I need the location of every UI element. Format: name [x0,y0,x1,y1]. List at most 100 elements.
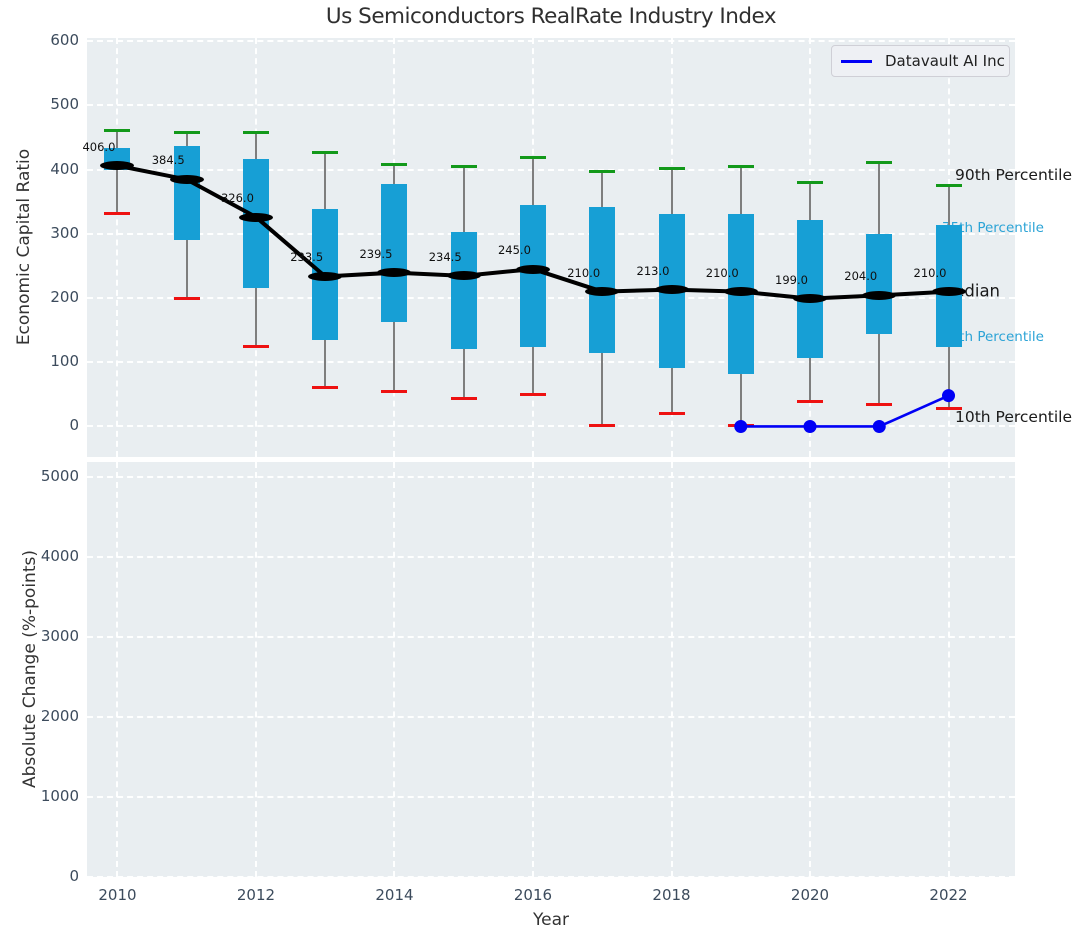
cap-10th-2017 [589,424,616,428]
cap-10th-2011 [173,296,200,300]
cap-90th-2016 [519,155,546,159]
label-10th-percentile: 10th Percentile [955,408,1073,426]
cap-10th-2021 [866,402,893,406]
box-2012 [242,158,269,288]
median-marker-2018 [654,285,689,295]
cap-10th-2015 [450,397,477,401]
x-tick-label: 2020 [790,886,830,904]
legend: Datavault AI Inc [831,45,1010,77]
box-2020 [797,219,823,358]
median-marker-2016 [515,264,550,274]
gridline [87,475,1015,478]
median-marker-2022 [931,287,966,297]
gridline [87,555,1015,558]
y-tick-label: 500 [50,95,79,114]
y-tick-label: 4000 [40,546,79,565]
gridline [87,876,1015,878]
cap-10th-2022 [935,407,962,411]
y-tick-label: 1000 [40,786,79,805]
cap-90th-2018 [658,167,685,171]
y-tick-label: 100 [50,352,79,371]
whisker-2010 [116,129,119,213]
cap-90th-2013 [312,150,339,154]
y-tick-label: 3000 [40,626,79,645]
median-marker-2019 [723,287,758,297]
cap-90th-2017 [589,170,616,174]
chart-title: Us Semiconductors RealRate Industry Inde… [325,4,777,29]
cap-90th-2019 [727,165,754,169]
box-2016 [519,204,546,348]
gridline [254,462,257,877]
cap-10th-2018 [658,411,685,415]
x-tick-label: 2014 [375,886,414,904]
gridline [670,462,673,877]
cap-90th-2012 [242,131,269,135]
median-value-2012: 326.0 [220,191,254,206]
x-axis-label: Year [533,910,569,930]
gridline [87,104,1015,107]
legend-line-sample [841,59,872,63]
gridline [87,425,1015,428]
x-tick-label: 2016 [513,886,553,904]
x-tick-label: 2010 [98,886,137,904]
median-value-2021: 204.0 [844,269,878,284]
label-75th-percentile: 75th Percentile [942,220,1044,236]
x-tick-label: 2022 [929,886,968,904]
cap-90th-2010 [104,128,131,132]
median-value-2013: 233.5 [290,250,324,265]
gridline [116,462,119,877]
median-marker-2021 [862,290,897,300]
label-90th-percentile: 90th Percentile [955,166,1073,184]
median-marker-2013 [308,271,343,281]
y-tick-label: 200 [50,287,79,306]
box-2017 [589,206,616,354]
bottom-plot-area [87,462,1015,877]
median-marker-2011 [169,174,204,184]
gridline [947,462,950,877]
cap-90th-2015 [450,165,477,169]
cap-90th-2022 [935,183,962,187]
cap-90th-2011 [173,131,200,135]
median-value-2011: 384.5 [151,153,185,168]
median-value-2020: 199.0 [775,272,808,287]
top-y-axis-label: Economic Capital Ratio [14,148,34,346]
x-tick-label: 2018 [652,886,691,904]
median-value-2019: 210.0 [705,265,739,280]
cap-90th-2020 [797,180,823,184]
bottom-y-axis-label: Absolute Change (%-points) [20,550,40,788]
y-tick-label: 0 [69,867,79,885]
median-value-2015: 234.5 [428,249,462,264]
gridline [87,40,1015,43]
y-tick-label: 2000 [40,706,79,725]
box-2021 [866,234,893,334]
median-value-2016: 245.0 [497,243,531,258]
median-value-2017: 210.0 [567,265,601,280]
median-value-2010: 406.0 [82,139,116,154]
label-25th-percentile: 25th Percentile [942,329,1044,345]
cap-10th-2013 [312,385,339,389]
median-value-2014: 239.5 [359,246,393,261]
gridline [87,795,1015,798]
cap-10th-2012 [242,344,269,348]
y-tick-label: 0 [69,416,79,435]
gridline [393,462,396,877]
gridline [116,38,119,457]
box-2022 [935,224,962,347]
gridline [87,715,1015,718]
legend-label: Datavault AI Inc [885,52,1005,70]
gridline [87,635,1015,638]
median-value-2022: 210.0 [913,265,947,280]
cap-10th-2020 [797,399,823,403]
median-marker-2012 [238,212,273,222]
y-tick-label: 300 [50,223,79,242]
y-tick-label: 600 [50,31,79,50]
cap-10th-2019 [727,424,754,428]
gridline [809,462,811,877]
y-tick-label: 5000 [40,466,79,485]
y-tick-label: 400 [50,159,79,178]
median-value-2018: 213.0 [636,263,670,278]
cap-10th-2014 [381,389,408,393]
cap-90th-2021 [866,161,893,165]
gridline [87,168,1015,171]
